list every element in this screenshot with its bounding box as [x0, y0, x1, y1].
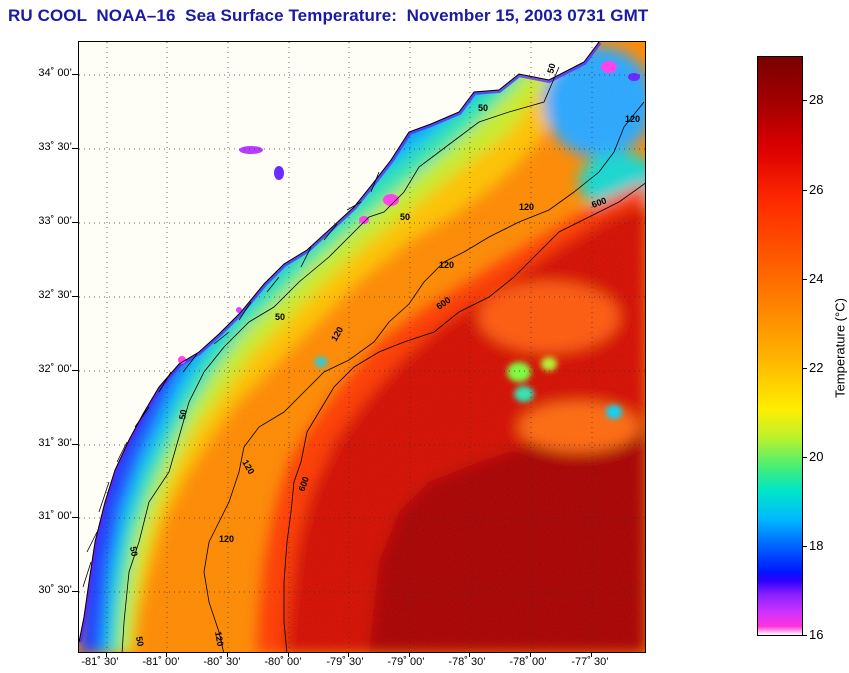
lon-tick	[106, 653, 107, 657]
lon-tick	[530, 653, 531, 657]
colorbar-label-28: 28	[809, 92, 824, 107]
colorbar-title: Temperature (°C)	[832, 298, 848, 398]
lon-label-80-30: -80˚ 30’	[203, 656, 241, 668]
contour-label: 120	[213, 631, 225, 648]
map-title: RU COOL NOAA–16 Sea Surface Temperature:…	[8, 6, 649, 25]
colorbar-tick	[803, 190, 807, 191]
estuary-lines	[82, 171, 380, 588]
lon-label-78-00: -78˚ 00’	[509, 656, 547, 668]
lat-label-33-00: 33˚ 00’	[38, 215, 72, 227]
contour-label: 120	[519, 202, 534, 212]
contour-120m	[203, 101, 645, 652]
bathymetry-contours	[121, 66, 645, 652]
contour-label: 50	[545, 62, 557, 74]
contour-label: 600	[590, 195, 608, 210]
colorbar-label-18: 18	[809, 538, 824, 553]
contour-label: 600	[296, 475, 311, 493]
lat-label-30-30: 30˚ 30’	[38, 584, 72, 596]
contour-50m	[121, 66, 560, 652]
lon-label-81-00: -81˚ 00’	[142, 656, 180, 668]
lat-tick	[72, 370, 78, 371]
lat-tick	[72, 296, 78, 297]
colorbar-tick	[803, 100, 807, 101]
sst-map[interactable]: 50 50 120 120 50 120 600 50 120 600 50 1…	[78, 41, 646, 653]
colorbar-label-26: 26	[809, 182, 824, 197]
lon-tick	[469, 653, 470, 657]
colorbar-tick	[803, 457, 807, 458]
lat-label-33-30: 33˚ 30’	[38, 141, 72, 153]
colorbar-tick	[803, 279, 807, 280]
lon-tick	[227, 653, 228, 657]
lon-label-79-30: -79˚ 30’	[326, 656, 364, 668]
lon-label-77-30: -77˚ 30’	[571, 656, 609, 668]
colorbar-label-20: 20	[809, 449, 824, 464]
lat-label-32-00: 32˚ 00’	[38, 363, 72, 375]
coastline	[79, 42, 600, 643]
graticule	[79, 42, 645, 652]
lon-tick	[409, 653, 410, 657]
contour-label: 120	[625, 114, 640, 124]
lat-label-32-30: 32˚ 30’	[38, 289, 72, 301]
contour-label: 50	[128, 546, 140, 558]
lon-tick	[166, 653, 167, 657]
lat-tick	[72, 222, 78, 223]
lon-label-80-00: -80˚ 00’	[264, 656, 302, 668]
contour-label: 50	[177, 409, 189, 421]
sst-map-canvas: 50 50 120 120 50 120 600 50 120 600 50 1…	[79, 42, 645, 652]
lon-label-78-30: -78˚ 30’	[448, 656, 486, 668]
lat-label-34-00: 34˚ 00’	[38, 67, 72, 79]
lon-label-81-30: -81˚ 30’	[81, 656, 119, 668]
lat-tick	[72, 591, 78, 592]
lon-tick	[591, 653, 592, 657]
colorbar-tick	[803, 635, 807, 636]
colorbar-label-24: 24	[809, 271, 824, 286]
lon-tick	[348, 653, 349, 657]
temperature-colorbar	[757, 56, 803, 636]
colorbar-tick	[803, 368, 807, 369]
contour-label: 50	[400, 212, 410, 222]
lat-label-31-30: 31˚ 30’	[38, 437, 72, 449]
colorbar-label-22: 22	[809, 360, 824, 375]
lon-tick	[288, 653, 289, 657]
lat-label-31-00: 31˚ 00’	[38, 510, 72, 522]
colorbar-tick	[803, 546, 807, 547]
contour-label: 120	[439, 260, 454, 270]
contour-600m	[283, 182, 645, 652]
contour-label: 50	[275, 312, 285, 322]
cloud-spots	[178, 61, 640, 364]
lat-tick	[72, 74, 78, 75]
lat-tick	[72, 148, 78, 149]
colorbar-label-16: 16	[809, 627, 824, 642]
contour-label: 120	[219, 534, 234, 544]
lon-label-79-00: -79˚ 00’	[387, 656, 425, 668]
lat-tick	[72, 444, 78, 445]
contour-label: 50	[134, 636, 146, 648]
contour-label: 50	[478, 103, 488, 113]
lat-tick	[72, 517, 78, 518]
